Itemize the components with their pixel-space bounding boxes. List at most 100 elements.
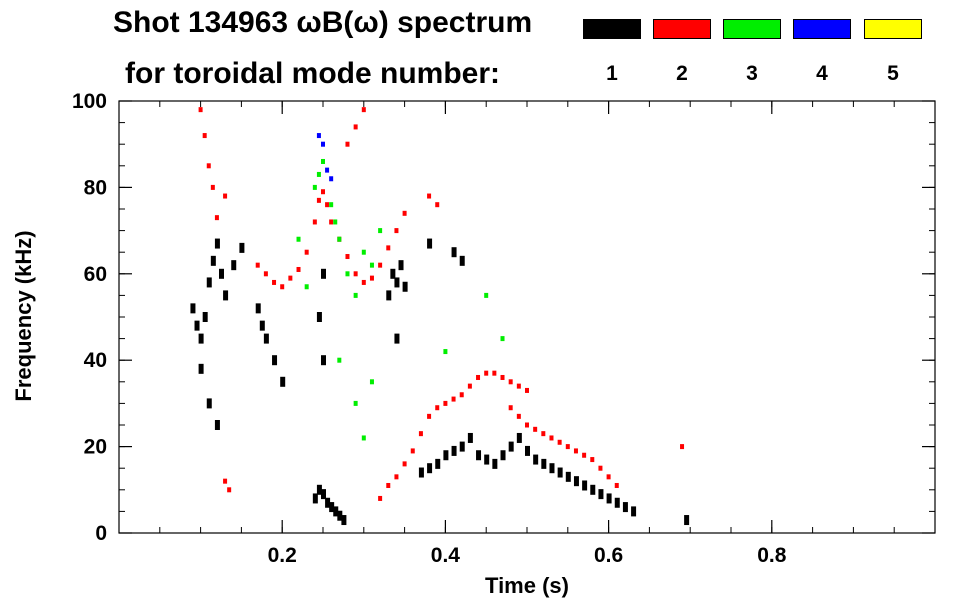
data-point-n-2: [484, 370, 489, 376]
data-point-n-4: [329, 176, 334, 182]
data-point-n-1: [427, 238, 433, 249]
data-point-n-1: [459, 255, 465, 266]
data-point-n-1: [565, 471, 571, 482]
data-point-n-2: [394, 474, 399, 480]
data-point-n-3: [337, 236, 342, 242]
data-point-n-2: [492, 370, 497, 376]
data-point-n-2: [435, 202, 440, 208]
data-point-n-2: [223, 478, 228, 484]
data-point-n-2: [296, 266, 301, 272]
data-point-n-1: [451, 247, 457, 258]
data-point-n-3: [500, 336, 505, 342]
legend-swatch-mode-2: [653, 19, 711, 39]
data-point-n-2: [427, 193, 432, 199]
data-point-n-1: [263, 333, 269, 344]
data-point-n-2: [353, 124, 358, 130]
data-point-n-1: [484, 454, 490, 465]
data-point-n-1: [451, 445, 457, 456]
data-point-n-1: [631, 506, 637, 517]
data-point-n-1: [614, 497, 620, 508]
data-point-n-2: [206, 163, 211, 169]
data-point-n-3: [443, 349, 448, 355]
x-tick-label: 0.2: [268, 544, 297, 567]
data-point-n-1: [606, 493, 612, 504]
data-point-n-3: [333, 219, 338, 225]
data-point-n-1: [219, 268, 224, 279]
data-point-n-1: [198, 333, 204, 344]
data-point-n-1: [194, 320, 200, 331]
data-point-n-2: [345, 141, 350, 147]
data-point-n-2: [614, 482, 619, 488]
data-point-n-3: [361, 435, 366, 441]
data-point-n-2: [394, 228, 399, 234]
data-point-n-3: [361, 249, 366, 255]
data-point-n-1: [398, 260, 404, 271]
data-point-n-2: [312, 219, 317, 225]
data-point-n-2: [418, 431, 423, 437]
data-point-n-1: [210, 255, 216, 266]
data-point-n-2: [316, 197, 321, 203]
data-point-n-1: [214, 238, 220, 249]
data-point-n-2: [443, 400, 448, 406]
data-point-n-3: [353, 400, 358, 406]
data-point-n-1: [259, 320, 265, 331]
data-point-n-1: [333, 506, 339, 517]
data-point-n-2: [386, 245, 391, 251]
y-tick-label: 100: [72, 90, 107, 113]
y-tick-label: 60: [84, 263, 107, 286]
data-point-n-2: [598, 465, 603, 471]
data-point-n-1: [190, 303, 196, 314]
data-point-n-1: [549, 463, 555, 474]
data-point-n-1: [280, 376, 286, 387]
data-point-n-2: [451, 396, 456, 402]
data-point-n-2: [227, 487, 232, 493]
data-point-n-2: [573, 448, 578, 454]
data-point-n-1: [500, 450, 506, 461]
data-point-n-1: [402, 281, 408, 292]
data-point-n-2: [325, 202, 330, 208]
x-tick-label: 0.4: [431, 544, 461, 567]
data-point-n-1: [231, 260, 237, 271]
data-point-n-1: [435, 458, 441, 469]
data-point-n-1: [533, 454, 539, 465]
data-point-n-1: [492, 458, 498, 469]
data-point-n-1: [516, 432, 522, 443]
data-point-n-2: [541, 431, 546, 437]
data-point-n-2: [304, 249, 309, 255]
data-point-n-3: [353, 292, 358, 298]
data-point-n-2: [198, 107, 203, 113]
legend-swatch-mode-4: [793, 19, 851, 39]
data-point-n-2: [565, 444, 570, 450]
data-point-n-3: [316, 171, 321, 177]
data-point-n-2: [361, 107, 366, 113]
data-point-n-1: [255, 303, 261, 314]
data-point-n-2: [272, 279, 277, 285]
data-point-n-2: [345, 254, 350, 260]
data-point-n-1: [321, 489, 326, 500]
data-point-n-1: [427, 463, 433, 474]
data-point-n-2: [557, 439, 562, 445]
data-point-n-4: [316, 133, 321, 139]
data-point-n-2: [459, 392, 464, 398]
data-point-n-2: [582, 452, 587, 458]
data-point-n-2: [508, 379, 513, 385]
data-point-n-1: [557, 467, 563, 478]
data-point-n-2: [476, 374, 481, 380]
data-point-n-1: [325, 497, 331, 508]
data-point-n-1: [239, 242, 245, 253]
data-point-n-2: [353, 271, 358, 277]
data-point-n-2: [467, 383, 472, 389]
data-point-n-3: [369, 262, 374, 268]
data-point-n-3: [345, 271, 350, 277]
data-point-n-1: [622, 502, 628, 513]
data-point-n-2: [533, 426, 538, 432]
data-point-n-2: [516, 383, 521, 389]
data-point-n-1: [390, 268, 396, 279]
data-point-n-2: [378, 495, 383, 501]
data-point-n-2: [255, 262, 260, 268]
data-point-n-1: [508, 441, 514, 452]
data-point-n-1: [573, 476, 579, 487]
data-point-n-2: [361, 279, 366, 285]
plot-frame: [118, 100, 936, 534]
